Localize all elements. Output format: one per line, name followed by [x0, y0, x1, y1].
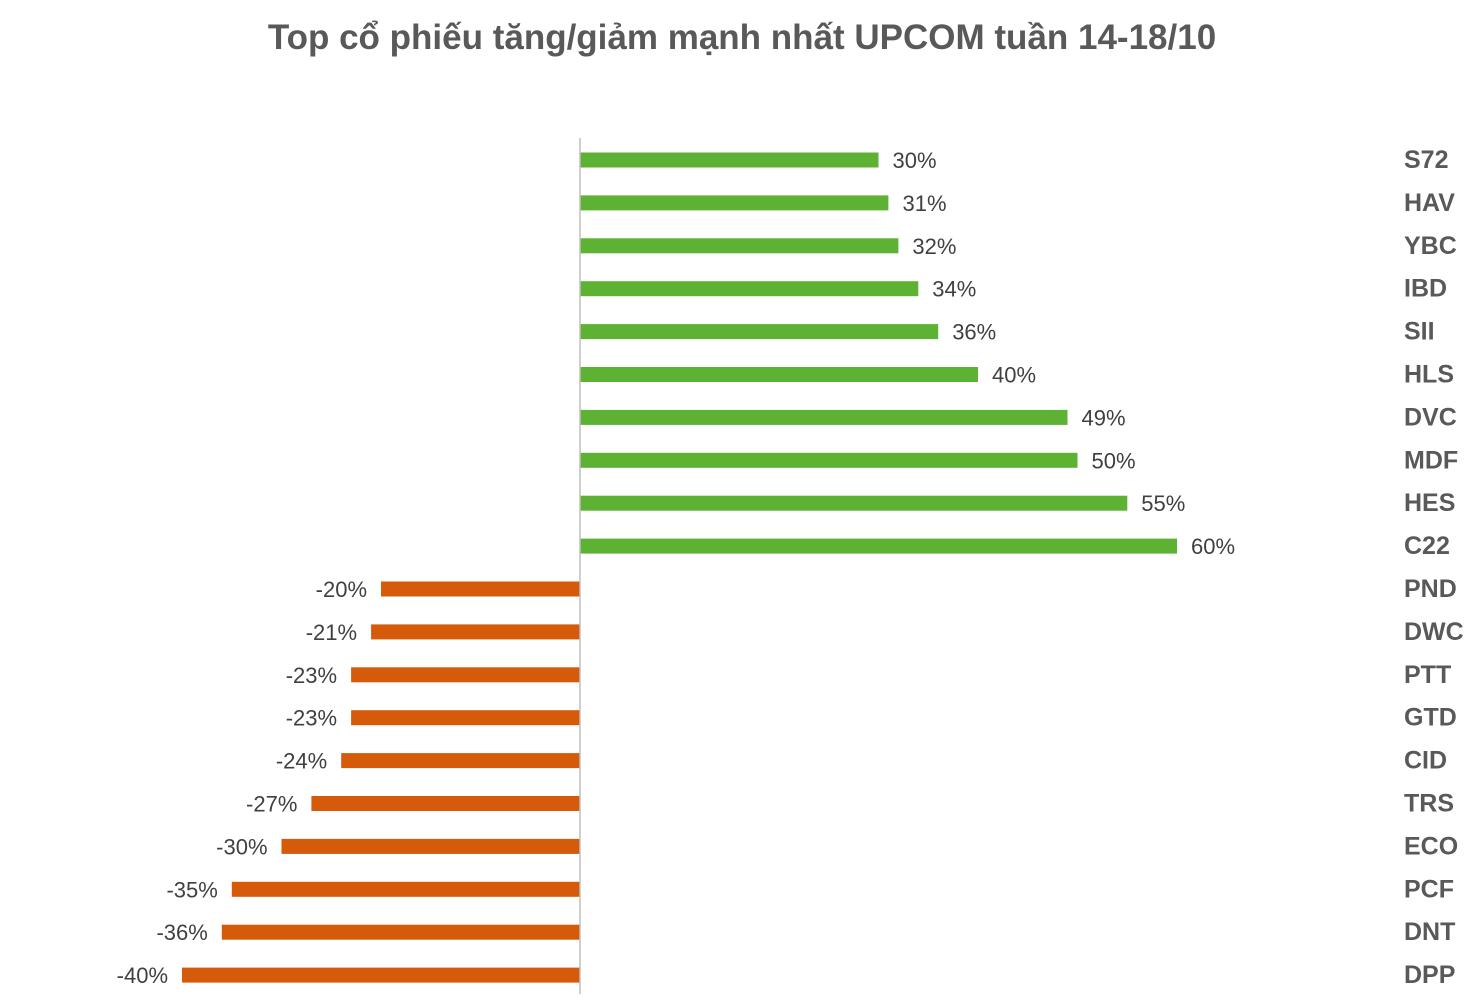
bar-mdf — [580, 452, 1078, 468]
category-label-eco: ECO — [1404, 832, 1458, 860]
category-label-c22: C22 — [1404, 532, 1450, 560]
data-label-dnt: -36% — [156, 920, 207, 945]
category-label-dpp: DPP — [1404, 961, 1455, 989]
category-label-pcf: PCF — [1404, 875, 1454, 903]
bar-pnd — [381, 581, 580, 597]
category-label-gtd: GTD — [1404, 704, 1457, 732]
data-label-ptt: -23% — [286, 663, 337, 688]
category-label-dwc: DWC — [1404, 618, 1464, 646]
data-label-pnd: -20% — [316, 577, 367, 602]
bar-c22 — [580, 538, 1177, 554]
category-label-s72: S72 — [1404, 146, 1448, 174]
bar-eco — [281, 838, 580, 854]
bar-sii — [580, 324, 939, 340]
bar-dwc — [371, 624, 580, 640]
category-labels-layer: S72 HAV YBC IBD SII HLS DVC MDF HES C22 PND DWC PTT G… — [1404, 146, 1464, 989]
bar-hls — [580, 367, 978, 382]
data-label-cid: -24% — [276, 749, 327, 774]
data-label-trs: -27% — [246, 792, 297, 817]
data-label-dwc: -21% — [306, 620, 357, 645]
category-label-ybc: YBC — [1404, 232, 1457, 260]
data-label-dpp: -40% — [117, 963, 168, 988]
data-label-s72: 30% — [893, 148, 937, 173]
data-label-hls: 40% — [992, 363, 1036, 388]
bar-trs — [311, 796, 580, 811]
bar-hes — [580, 495, 1128, 511]
category-label-ptt: PTT — [1404, 661, 1451, 689]
bar-gtd — [351, 710, 580, 726]
data-label-gtd: -23% — [286, 706, 337, 731]
bar-dnt — [221, 924, 581, 940]
bar-dpp — [182, 967, 580, 983]
data-label-hes: 55% — [1141, 491, 1185, 516]
bar-ybc — [580, 238, 899, 254]
data-label-sii: 36% — [952, 320, 996, 345]
bar-s72 — [580, 152, 879, 168]
data-label-pcf: -35% — [166, 877, 217, 902]
category-label-trs: TRS — [1404, 790, 1454, 818]
category-label-sii: SII — [1404, 318, 1435, 346]
chart-title: Top cổ phiếu tăng/giảm mạnh nhất UPCOM t… — [267, 18, 1217, 57]
bar-hav — [580, 195, 889, 211]
category-label-dvc: DVC — [1404, 403, 1457, 431]
data-label-hav: 31% — [903, 191, 947, 216]
category-label-hav: HAV — [1404, 189, 1455, 217]
category-label-pnd: PND — [1404, 575, 1457, 603]
bar-cid — [341, 753, 580, 769]
bar-dvc — [580, 409, 1068, 425]
bar-ibd — [580, 281, 919, 297]
category-label-cid: CID — [1404, 747, 1447, 775]
data-label-dvc: 49% — [1082, 405, 1126, 430]
category-label-ibd: IBD — [1404, 275, 1447, 303]
data-label-eco: -30% — [216, 834, 267, 859]
bar-pcf — [231, 881, 581, 897]
category-label-mdf: MDF — [1404, 446, 1458, 474]
data-label-c22: 60% — [1191, 534, 1235, 559]
data-labels-layer: 30% 31% 32% 34% 36% 40% 49% 50%55%60% -20% -21% -2… — [117, 148, 1235, 988]
category-label-hls: HLS — [1404, 361, 1454, 389]
category-label-dnt: DNT — [1404, 918, 1455, 946]
data-label-mdf: 50% — [1092, 448, 1136, 473]
data-label-ybc: 32% — [912, 234, 956, 259]
bars-layer — [182, 152, 1177, 983]
bar-ptt — [351, 667, 580, 683]
category-label-hes: HES — [1404, 489, 1455, 517]
data-label-ibd: 34% — [932, 277, 976, 302]
